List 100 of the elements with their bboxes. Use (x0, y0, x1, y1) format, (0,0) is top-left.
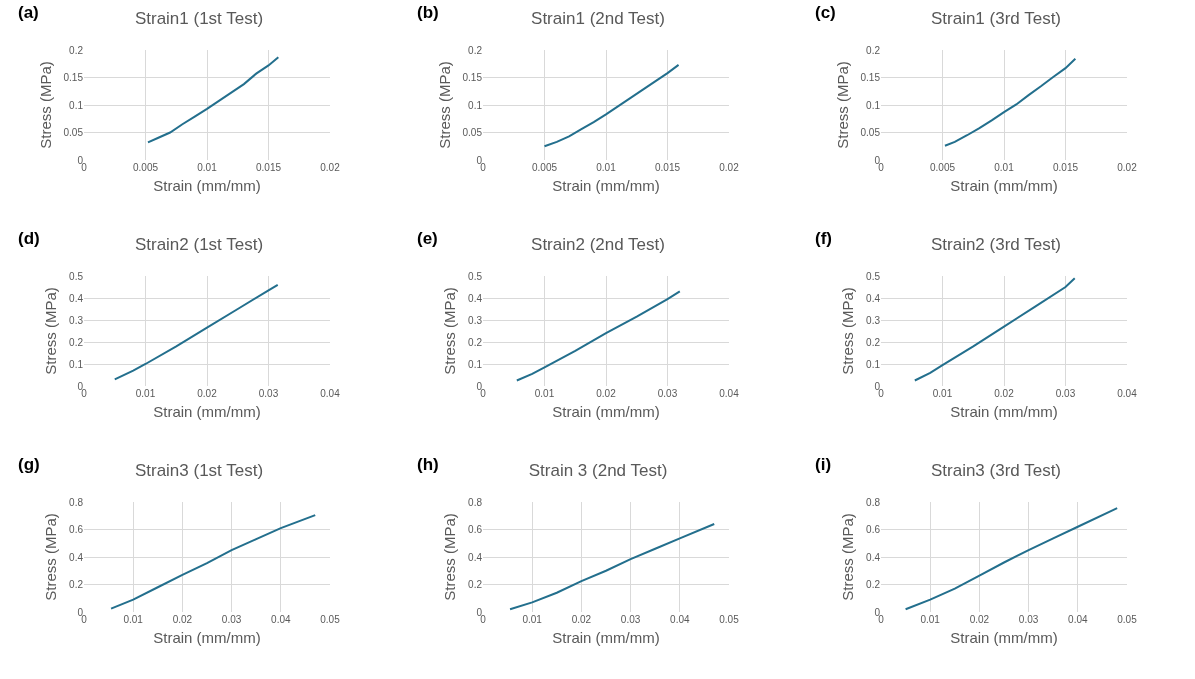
y-tick-label: 0.6 (69, 524, 84, 535)
x-tick-label: 0.02 (718, 162, 739, 173)
x-tick-label: 0.02 (1117, 162, 1138, 173)
y-tick-label: 0.1 (467, 358, 482, 370)
y-axis-title: Stress (MPa) (435, 61, 453, 149)
line-series (904, 507, 1119, 611)
line-series (515, 290, 681, 382)
y-tick-label: 0.1 (69, 99, 84, 111)
x-tick-label: 0.04 (320, 388, 341, 399)
y-tick-label: 0.5 (467, 270, 482, 282)
x-tick-label: 0.04 (1068, 614, 1088, 625)
y-axis-title: Stress (MPa) (839, 287, 857, 375)
y-tick-label: 0.05 (462, 127, 482, 138)
x-tick-label: 0.01 (521, 614, 542, 625)
x-tick-label: 0.03 (1018, 614, 1039, 625)
x-tick-label: 0.01 (534, 388, 555, 399)
y-axis-title: Stress (MPa) (440, 287, 458, 375)
x-tick-label: 0.02 (197, 388, 218, 399)
text: (i) (815, 455, 832, 474)
y-tick-label: 0.4 (69, 292, 84, 304)
x-tick-label: 0.005 (132, 162, 159, 173)
y-axis-title: Stress (MPa) (42, 513, 60, 601)
y-tick-label: 0.3 (69, 314, 84, 326)
x-axis-title: Strain (mm/mm) (551, 177, 660, 194)
x-tick-label: 0.02 (595, 388, 616, 399)
y-tick-label: 0.2 (866, 579, 881, 590)
x-tick-label: 0.04 (718, 388, 739, 399)
x-tick-label: 0.05 (718, 614, 739, 625)
y-tick-label: 0.4 (467, 292, 482, 304)
x-tick-label: 0.015 (1052, 162, 1079, 173)
text: (e) (416, 229, 438, 248)
y-tick-label: 0.15 (462, 72, 482, 83)
x-tick-label: 0.02 (172, 614, 193, 625)
y-tick-label: 0.4 (866, 551, 881, 563)
y-tick-label: 0.4 (69, 551, 84, 563)
x-tick-label: 0.01 (595, 162, 616, 173)
y-tick-label: 0.05 (860, 127, 881, 138)
y-tick-label: 0.5 (69, 270, 84, 282)
chart-title: Strain2 (3rd Test) (930, 234, 1062, 254)
y-tick-label: 0.05 (63, 127, 84, 138)
x-axis-title: Strain (mm/mm) (950, 177, 1058, 194)
chart-title: Strain2 (2nd Test) (530, 234, 665, 254)
x-tick-label: 0.015 (654, 162, 680, 173)
y-tick-label: 0.2 (866, 336, 881, 348)
y-tick-label: 0.2 (69, 44, 84, 56)
y-tick-label: 0.2 (69, 336, 84, 348)
y-axis-title: Stress (MPa) (839, 513, 857, 601)
y-tick-label: 0.2 (467, 336, 482, 348)
x-tick-label: 0.02 (320, 162, 341, 173)
y-tick-label: 0.1 (467, 99, 482, 111)
y-tick-label: 0.1 (866, 99, 881, 111)
y-tick-label: 0.1 (69, 358, 84, 370)
text: (c) (815, 3, 836, 22)
line-series (508, 523, 715, 611)
x-tick-label: 0.005 (531, 162, 557, 173)
y-tick-label: 0.8 (866, 496, 881, 508)
text: (f) (815, 229, 832, 248)
y-axis-title: Stress (MPa) (36, 61, 54, 149)
y-tick-label: 0.2 (467, 44, 482, 56)
x-axis-title: Strain (mm/mm) (950, 629, 1058, 646)
x-tick-label: 0.01 (920, 614, 941, 625)
x-tick-label: 0.01 (197, 162, 218, 173)
y-tick-label: 0.2 (69, 579, 84, 590)
chart-title: Strain2 (1st Test) (134, 234, 264, 254)
x-tick-label: 0.03 (258, 388, 279, 399)
y-tick-label: 0.3 (467, 314, 482, 326)
line-series (146, 56, 280, 144)
x-axis-title: Strain (mm/mm) (153, 177, 261, 194)
x-axis-title: Strain (mm/mm) (153, 629, 261, 646)
y-axis-title: Stress (MPa) (833, 61, 851, 149)
y-tick-label: 0.6 (467, 524, 482, 535)
chart-title: Strain1 (1st Test) (134, 8, 264, 28)
y-axis-title: Stress (MPa) (42, 287, 60, 375)
x-tick-label: 0.04 (271, 614, 291, 625)
line-series (543, 63, 680, 148)
text: (a) (18, 3, 39, 22)
line-series (113, 283, 279, 381)
x-tick-label: 0.015 (255, 162, 282, 173)
x-tick-label: 0.04 (1117, 388, 1138, 399)
x-tick-label: 0.03 (221, 614, 242, 625)
y-tick-label: 0.15 (63, 72, 84, 83)
y-tick-label: 0.5 (866, 270, 881, 282)
x-tick-label: 0.05 (1117, 614, 1138, 625)
y-tick-label: 0.2 (866, 44, 881, 56)
y-tick-label: 0.4 (866, 292, 881, 304)
line-series (943, 57, 1077, 147)
y-tick-label: 0.8 (467, 496, 482, 508)
chart-title: Strain1 (3rd Test) (930, 8, 1062, 28)
x-tick-label: 0.005 (929, 162, 956, 173)
x-axis-title: Strain (mm/mm) (551, 403, 660, 420)
x-tick-label: 0.01 (994, 162, 1015, 173)
x-axis-title: Strain (mm/mm) (153, 403, 261, 420)
x-tick-label: 0.04 (669, 614, 690, 625)
x-axis-title: Strain (mm/mm) (551, 629, 660, 646)
text: (b) (416, 3, 439, 22)
line-series (110, 514, 317, 610)
x-tick-label: 0.01 (135, 388, 156, 399)
chart-title: Strain1 (2nd Test) (530, 8, 665, 28)
x-axis-title: Strain (mm/mm) (950, 403, 1058, 420)
x-tick-label: 0.01 (123, 614, 144, 625)
